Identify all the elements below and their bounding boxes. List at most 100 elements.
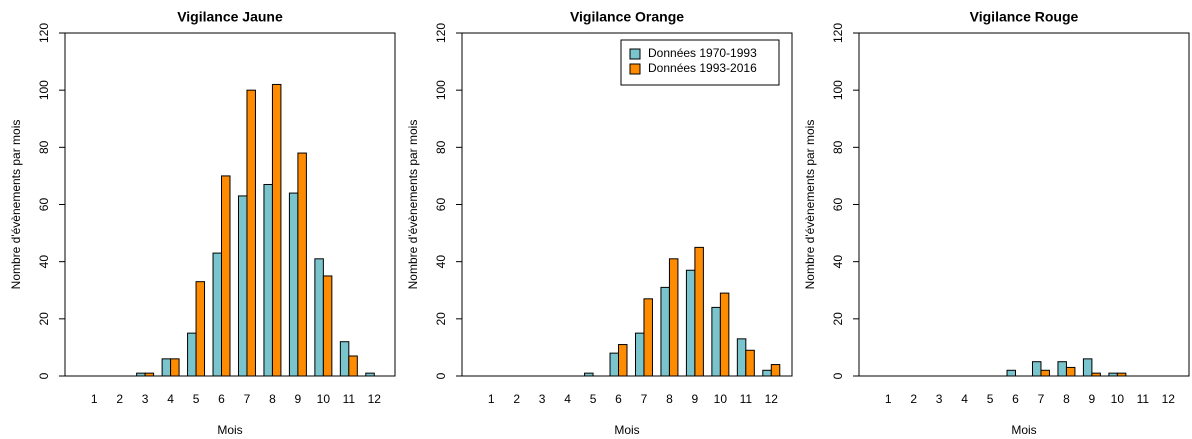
bar bbox=[745, 349, 755, 377]
x-tick-label: 12 bbox=[1162, 392, 1176, 406]
x-tick-label: 6 bbox=[1012, 392, 1019, 406]
plot-frame bbox=[461, 32, 793, 377]
chart-title: Vigilance Orange bbox=[570, 9, 684, 25]
x-axis-label: Mois bbox=[614, 423, 639, 437]
x-tick-label: 12 bbox=[368, 392, 382, 406]
x-tick-label: 2 bbox=[116, 392, 123, 406]
bar bbox=[161, 358, 172, 377]
x-tick-label: 6 bbox=[218, 392, 225, 406]
bar bbox=[187, 332, 197, 377]
bar bbox=[618, 344, 628, 377]
bar bbox=[668, 258, 679, 377]
x-axis-label: Mois bbox=[1011, 423, 1036, 437]
bar bbox=[762, 369, 772, 377]
bar bbox=[736, 338, 747, 377]
y-tick-label: 0 bbox=[831, 372, 845, 379]
bar bbox=[685, 269, 696, 377]
x-tick-label: 8 bbox=[666, 392, 673, 406]
x-tick-label: 3 bbox=[142, 392, 149, 406]
bar bbox=[1031, 361, 1042, 377]
x-tick-label: 11 bbox=[740, 392, 753, 406]
y-tick-label: 120 bbox=[831, 23, 845, 43]
y-tick-label: 20 bbox=[831, 312, 845, 326]
bar bbox=[212, 252, 223, 377]
x-tick-label: 10 bbox=[714, 392, 728, 406]
x-tick-label: 6 bbox=[615, 392, 622, 406]
bar bbox=[694, 246, 704, 377]
x-axis-label: Mois bbox=[217, 423, 242, 437]
plot-frame bbox=[858, 32, 1190, 377]
bar bbox=[719, 292, 730, 377]
chart-title: Vigilance Rouge bbox=[970, 9, 1079, 25]
x-tick-label: 8 bbox=[269, 392, 276, 406]
y-tick-label: 120 bbox=[434, 23, 448, 43]
x-tick-label: 4 bbox=[564, 392, 571, 406]
plot-frame bbox=[64, 32, 396, 377]
x-tick-label: 5 bbox=[987, 392, 994, 406]
bar bbox=[660, 286, 670, 377]
x-tick-label: 5 bbox=[193, 392, 200, 406]
bar bbox=[770, 364, 781, 377]
x-tick-label: 2 bbox=[513, 392, 520, 406]
x-tick-label: 12 bbox=[765, 392, 779, 406]
bar bbox=[634, 332, 645, 377]
bar bbox=[237, 195, 248, 377]
bar bbox=[271, 83, 282, 377]
x-tick-label: 7 bbox=[244, 392, 251, 406]
legend bbox=[620, 39, 780, 86]
x-tick-label: 5 bbox=[590, 392, 597, 406]
bar bbox=[246, 89, 256, 377]
x-tick-label: 7 bbox=[1038, 392, 1045, 406]
y-tick-label: 100 bbox=[434, 80, 448, 100]
y-tick-label: 20 bbox=[434, 312, 448, 326]
x-tick-label: 1 bbox=[488, 392, 495, 406]
y-axis-label: Nombre d'évènements par mois bbox=[406, 120, 420, 290]
x-tick-label: 11 bbox=[1137, 392, 1150, 406]
bar bbox=[288, 192, 299, 377]
bar bbox=[643, 298, 653, 377]
y-tick-label: 40 bbox=[434, 255, 448, 269]
bar bbox=[263, 183, 273, 377]
x-tick-label: 8 bbox=[1063, 392, 1070, 406]
x-tick-label: 3 bbox=[539, 392, 546, 406]
bar bbox=[297, 152, 307, 377]
bar bbox=[322, 275, 333, 377]
bar bbox=[711, 306, 721, 377]
x-tick-label: 7 bbox=[641, 392, 648, 406]
x-tick-label: 9 bbox=[692, 392, 699, 406]
y-tick-label: 40 bbox=[37, 255, 51, 269]
x-tick-label: 4 bbox=[961, 392, 968, 406]
y-axis-label: Nombre d'évènements par mois bbox=[9, 120, 23, 290]
x-tick-label: 1 bbox=[885, 392, 892, 406]
legend-label: Données 1970-1993 bbox=[648, 46, 757, 60]
y-tick-label: 80 bbox=[434, 140, 448, 154]
y-tick-label: 0 bbox=[434, 372, 448, 379]
y-tick-label: 60 bbox=[434, 198, 448, 212]
x-tick-label: 10 bbox=[1111, 392, 1125, 406]
legend-swatch bbox=[629, 48, 641, 60]
bar bbox=[1006, 369, 1017, 377]
bar bbox=[1040, 369, 1050, 377]
bar bbox=[339, 341, 350, 377]
x-tick-label: 1 bbox=[91, 392, 98, 406]
bar bbox=[1082, 358, 1093, 377]
y-tick-label: 40 bbox=[831, 255, 845, 269]
y-tick-label: 0 bbox=[37, 372, 51, 379]
x-tick-label: 4 bbox=[167, 392, 174, 406]
y-tick-label: 100 bbox=[831, 80, 845, 100]
y-tick-label: 60 bbox=[37, 198, 51, 212]
y-tick-label: 80 bbox=[37, 140, 51, 154]
x-tick-label: 11 bbox=[343, 392, 356, 406]
y-axis-label: Nombre d'évènements par mois bbox=[803, 120, 817, 290]
bar bbox=[348, 355, 358, 377]
bar bbox=[314, 258, 324, 377]
legend-swatch bbox=[629, 63, 641, 75]
x-tick-label: 2 bbox=[910, 392, 917, 406]
x-tick-label: 9 bbox=[1089, 392, 1096, 406]
bar bbox=[195, 281, 206, 377]
bar bbox=[1057, 361, 1067, 377]
y-tick-label: 120 bbox=[37, 23, 51, 43]
y-tick-label: 80 bbox=[831, 140, 845, 154]
